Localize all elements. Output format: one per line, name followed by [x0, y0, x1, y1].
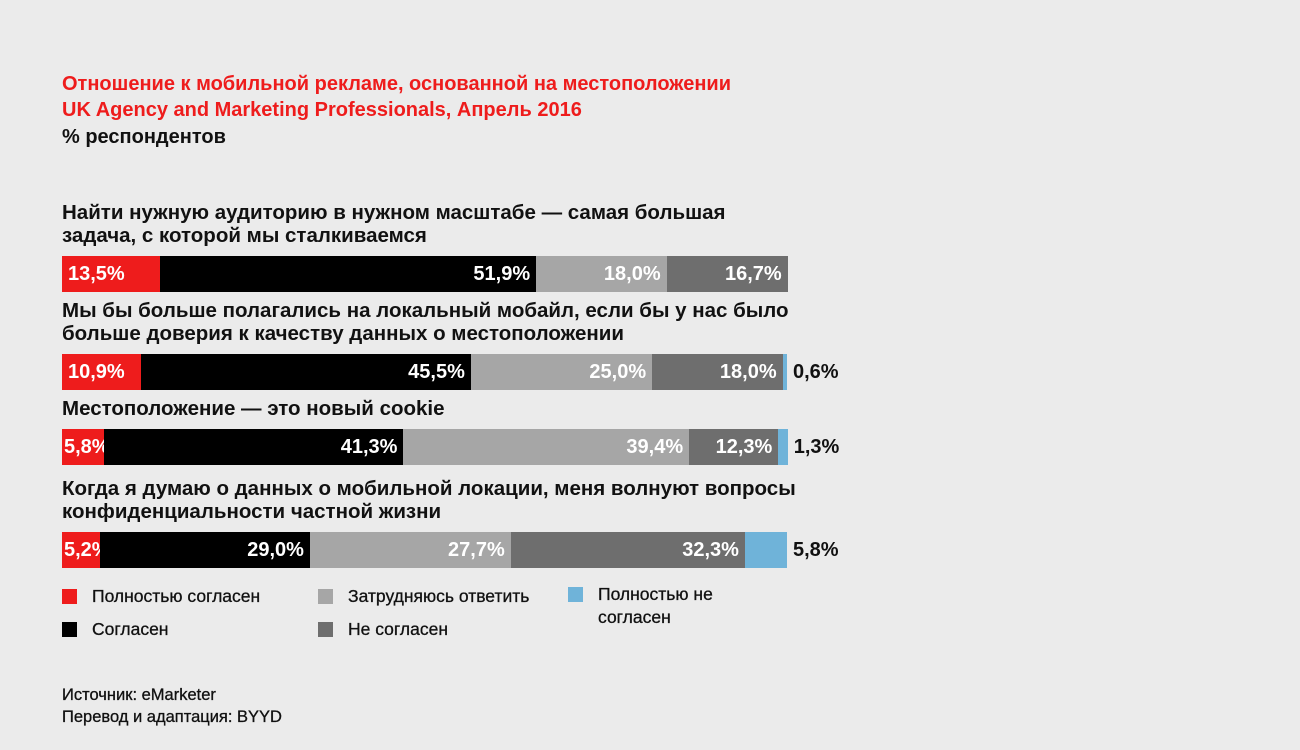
legend-swatch	[318, 589, 333, 604]
bar-segment: 5,8%	[62, 429, 110, 465]
chart-title: Отношение к мобильной рекламе, основанно…	[62, 73, 732, 95]
value-label: 39,4%	[626, 436, 684, 458]
legend-swatch	[318, 622, 333, 637]
bar-segment: 13,5%	[62, 256, 160, 292]
value-label: 5,8%	[793, 539, 839, 561]
value-label: 27,7%	[448, 539, 505, 561]
value-label: 29,0%	[247, 539, 304, 561]
bar-segment: 51,9%	[159, 256, 537, 292]
bar-segment: 39,4%	[403, 429, 690, 465]
bar-segment	[744, 532, 787, 568]
bar-segment	[778, 429, 788, 465]
value-label: 18,0%	[719, 361, 777, 383]
value-label: 12,3%	[715, 436, 773, 458]
bar-segment: 18,0%	[536, 256, 667, 292]
value-label: 18,0%	[603, 263, 661, 285]
category-label: Когда я думаю о данных о мобильной локац…	[62, 477, 796, 523]
category-label: Местоположение — это новый cookie	[62, 397, 445, 420]
value-label: 13,5%	[68, 263, 125, 285]
bar-segment: 18,0%	[652, 354, 783, 390]
value-label: 1,3%	[793, 436, 840, 458]
bar-segment: 45,5%	[141, 354, 471, 390]
bar-segment: 5,2%	[62, 532, 110, 568]
value-label: 45,5%	[408, 361, 465, 383]
legend-swatch	[62, 589, 77, 604]
value-label: 10,9%	[68, 361, 125, 383]
bar-segment: 32,3%	[510, 532, 745, 568]
value-label: 32,3%	[682, 539, 739, 561]
bar-segment: 10,9%	[62, 354, 142, 390]
bar-segment: 12,3%	[689, 429, 779, 465]
source-note: Источник: eMarketer	[62, 686, 216, 704]
chart-subtitle: UK Agency and Marketing Professionals, А…	[62, 99, 582, 121]
value-label: 5,2%	[64, 539, 110, 561]
category-label: Мы бы больше полагались на локальный моб…	[62, 299, 789, 345]
bar-segment: 25,0%	[470, 354, 653, 390]
value-label: 5,8%	[64, 436, 110, 458]
value-label: 51,9%	[473, 263, 531, 285]
bar-segment: 29,0%	[99, 532, 310, 568]
bar-segment: 27,7%	[309, 532, 511, 568]
value-label: 25,0%	[589, 361, 647, 383]
value-label: 41,3%	[340, 436, 398, 458]
legend-label: Полностью не согласен	[598, 584, 713, 627]
bar-segment: 41,3%	[104, 429, 404, 465]
legend-label: Не согласен	[348, 619, 449, 639]
value-label: 16,7%	[724, 263, 782, 285]
legend-label: Затрудняюсь ответить	[348, 586, 530, 606]
legend-label: Полностью согласен	[92, 586, 261, 606]
value-label: 0,6%	[793, 361, 839, 383]
bar-segment	[782, 354, 787, 390]
category-label: Найти нужную аудиторию в нужном масштабе…	[62, 201, 726, 247]
legend-label: Согласен	[92, 619, 169, 639]
bar-segment: 16,7%	[666, 256, 788, 292]
legend-swatch	[62, 622, 77, 637]
source-note: Перевод и адаптация: BYYD	[62, 708, 282, 726]
unit-label: % респондентов	[62, 126, 226, 148]
legend-swatch	[568, 587, 583, 602]
